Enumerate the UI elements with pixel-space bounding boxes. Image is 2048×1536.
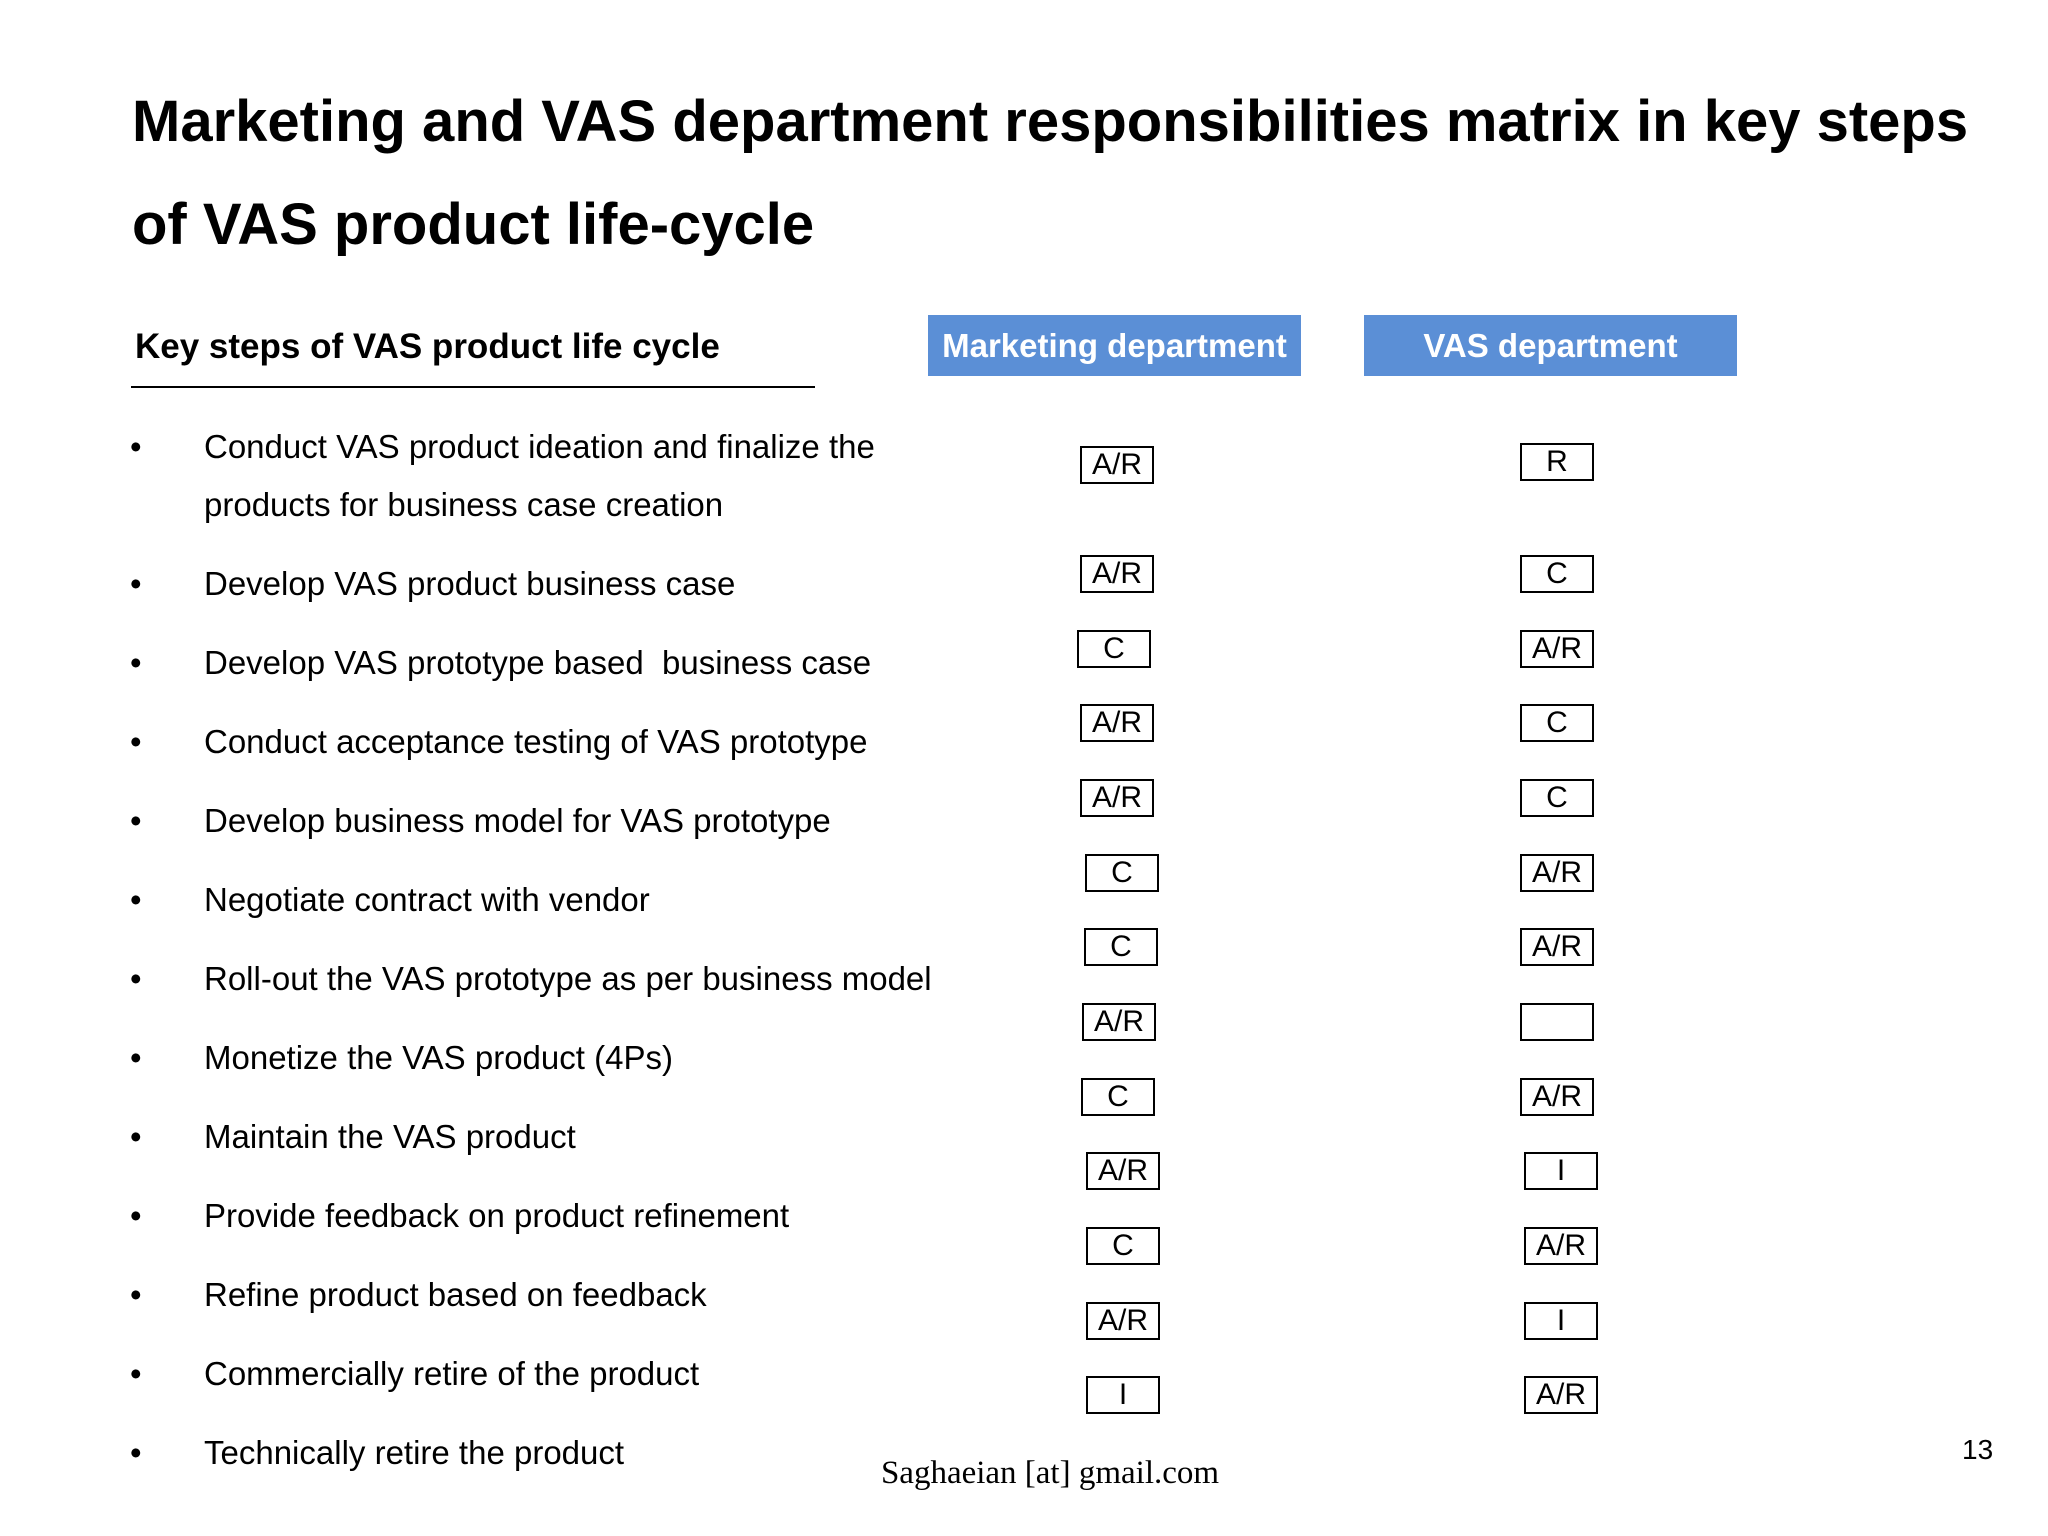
step-label: Negotiate contract with vendor [204, 881, 650, 918]
step-item: • Conduct VAS product ideation and final… [130, 418, 1000, 534]
bullet: • [130, 565, 142, 602]
header-divider [131, 386, 815, 388]
step-item: • Develop business model for VAS prototy… [130, 792, 1000, 850]
bullet: • [130, 1276, 142, 1313]
step-label: Develop business model for VAS prototype [204, 802, 831, 839]
step-label: Refine product based on feedback [204, 1276, 707, 1313]
step-label: Monetize the VAS product (4Ps) [204, 1039, 673, 1076]
step-item: • Develop VAS prototype based business c… [130, 634, 1000, 692]
step-item: • Commercially retire of the product [130, 1345, 1000, 1403]
marketing-raci-box: A/R [1080, 779, 1154, 817]
vas-raci-box: A/R [1524, 1376, 1598, 1414]
vas-raci-box: A/R [1520, 1078, 1594, 1116]
vas-raci-box: C [1520, 555, 1594, 593]
vas-raci-box [1520, 1003, 1594, 1041]
step-item: • Negotiate contract with vendor [130, 871, 1000, 929]
vas-raci-box: C [1520, 779, 1594, 817]
vas-raci-box: C [1520, 704, 1594, 742]
marketing-raci-box: A/R [1080, 446, 1154, 484]
marketing-raci-box: I [1086, 1376, 1160, 1414]
vas-raci-box: A/R [1520, 854, 1594, 892]
bullet: • [130, 428, 142, 465]
vas-raci-box: A/R [1520, 928, 1594, 966]
marketing-raci-box: A/R [1080, 704, 1154, 742]
marketing-raci-box: C [1084, 928, 1158, 966]
marketing-raci-box: C [1077, 630, 1151, 668]
step-label: Maintain the VAS product [204, 1118, 576, 1155]
vas-department-header: VAS department [1364, 315, 1737, 376]
step-item: • Technically retire the product [130, 1424, 1000, 1482]
bullet: • [130, 802, 142, 839]
step-label: Technically retire the product [204, 1434, 625, 1471]
marketing-raci-box: A/R [1080, 555, 1154, 593]
step-item: • Provide feedback on product refinement [130, 1187, 1000, 1245]
bullet: • [130, 1118, 142, 1155]
step-label: Develop VAS product business case [204, 565, 736, 602]
bullet: • [130, 881, 142, 918]
vas-raci-box: A/R [1524, 1227, 1598, 1265]
step-item: • Maintain the VAS product [130, 1108, 1000, 1166]
step-item: • Develop VAS product business case [130, 555, 1000, 613]
bullet: • [130, 1434, 142, 1471]
step-item: • Roll-out the VAS prototype as per busi… [130, 950, 1000, 1008]
page-number: 13 [1962, 1434, 1994, 1465]
page-title: Marketing and VAS department responsibil… [132, 89, 1969, 257]
bullet: • [130, 723, 142, 760]
bullet: • [130, 960, 142, 997]
vas-raci-box: I [1524, 1302, 1598, 1340]
marketing-raci-box: C [1086, 1227, 1160, 1265]
bullet: • [130, 1197, 142, 1234]
marketing-raci-box: A/R [1082, 1003, 1156, 1041]
step-item: • Refine product based on feedback [130, 1266, 1000, 1324]
step-label: Commercially retire of the product [204, 1355, 700, 1392]
footer-email: Saghaeian [at] gmail.com [880, 1455, 1220, 1491]
step-label: Roll-out the VAS prototype as per busine… [204, 960, 932, 997]
bullet: • [130, 644, 142, 681]
step-label: Conduct VAS product ideation and finaliz… [204, 428, 875, 523]
bullet: • [130, 1355, 142, 1392]
step-item: • Monetize the VAS product (4Ps) [130, 1029, 1000, 1087]
step-item: • Conduct acceptance testing of VAS prot… [130, 713, 1000, 771]
vas-raci-box: I [1524, 1152, 1598, 1190]
step-label: Provide feedback on product refinement [204, 1197, 790, 1234]
vas-raci-box: R [1520, 443, 1594, 481]
marketing-raci-box: C [1081, 1078, 1155, 1116]
steps-column-header: Key steps of VAS product life cycle [135, 327, 720, 366]
bullet: • [130, 1039, 142, 1076]
marketing-raci-box: A/R [1086, 1152, 1160, 1190]
marketing-department-header: Marketing department [928, 315, 1301, 376]
vas-raci-box: A/R [1520, 630, 1594, 668]
step-label: Develop VAS prototype based business cas… [204, 644, 872, 681]
step-label: Conduct acceptance testing of VAS protot… [204, 723, 868, 760]
marketing-raci-box: C [1085, 854, 1159, 892]
marketing-raci-box: A/R [1086, 1302, 1160, 1340]
